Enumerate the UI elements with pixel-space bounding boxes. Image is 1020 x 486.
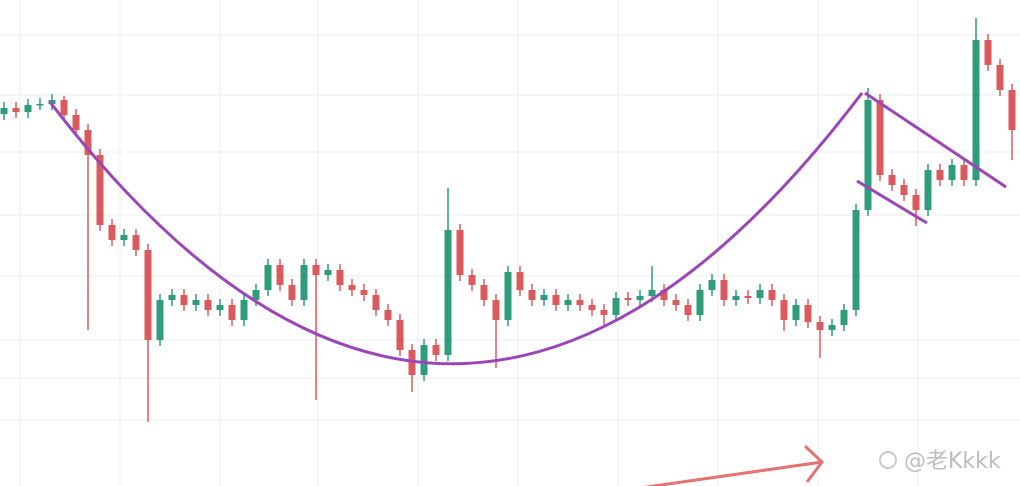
candle-body: [228, 305, 236, 320]
candle-body: [444, 230, 452, 355]
candle-body: [132, 235, 140, 250]
candle-body: [828, 325, 836, 330]
candle-body: [72, 115, 80, 130]
candle-body: [360, 290, 368, 295]
candle-body: [276, 265, 284, 285]
candle-body: [36, 104, 44, 106]
candle-body: [372, 295, 380, 310]
candle-body: [672, 300, 680, 305]
handle-line: [864, 91, 1007, 189]
candle-body: [984, 40, 992, 65]
candle-body: [804, 305, 812, 322]
candle-body: [744, 296, 752, 298]
candle-body: [624, 298, 632, 300]
arrow: [643, 444, 825, 486]
candle-body: [996, 65, 1004, 90]
candle-body: [528, 290, 536, 300]
candle-body: [168, 295, 176, 300]
candle-body: [204, 300, 212, 310]
arrow-shaft: [643, 460, 823, 486]
candle-body: [864, 100, 872, 210]
candle-body: [420, 345, 428, 375]
candle-body: [816, 322, 824, 330]
candle-body: [840, 310, 848, 325]
candle-body: [48, 100, 56, 104]
candle-body: [876, 100, 884, 175]
candle-body: [648, 290, 656, 296]
candle-body: [636, 296, 644, 300]
candle-body: [240, 300, 248, 320]
candle-body: [516, 272, 524, 290]
candle-body: [456, 230, 464, 275]
arrow-head: [803, 444, 825, 483]
candle-body: [576, 300, 584, 305]
candle-body: [108, 225, 116, 240]
candle-body: [684, 305, 692, 315]
watermark: @老Kkkk: [904, 449, 1001, 474]
candle-body: [492, 300, 500, 320]
candle-body: [60, 100, 68, 115]
candle-body: [24, 105, 32, 112]
candle-body: [852, 210, 860, 310]
candle-body: [732, 296, 740, 300]
candle-body: [324, 270, 332, 275]
candle-body: [348, 285, 356, 290]
candle-body: [288, 285, 296, 300]
candle-body: [552, 295, 560, 305]
candle-body: [972, 40, 980, 180]
candle-body: [948, 165, 956, 180]
candle-body: [504, 272, 512, 320]
candle-body: [216, 305, 224, 310]
candle-body: [756, 290, 764, 298]
candle-body: [924, 170, 932, 210]
candle-body: [612, 298, 620, 315]
candle-body: [192, 300, 200, 305]
candle-body: [768, 290, 776, 300]
candle-body: [720, 280, 728, 300]
candle-body: [252, 290, 260, 300]
candle-body: [936, 170, 944, 180]
candle-body: [432, 345, 440, 355]
candle-body: [588, 305, 596, 310]
candle-body: [312, 265, 320, 275]
candle-body: [708, 280, 716, 290]
candle-body: [468, 275, 476, 285]
candle-body: [600, 310, 608, 315]
candle-body: [156, 300, 164, 340]
candle-body: [696, 290, 704, 315]
candle-body: [300, 265, 308, 300]
watermark-icon: [879, 451, 897, 469]
candle-body: [564, 300, 572, 305]
candle-body: [180, 295, 188, 305]
candle-body: [792, 305, 800, 320]
candle-body: [912, 195, 920, 210]
candle-body: [96, 155, 104, 225]
candle-body: [960, 165, 968, 180]
candle-body: [12, 108, 20, 112]
candle-body: [540, 295, 548, 300]
candle-body: [660, 290, 668, 300]
handle-line: [856, 179, 928, 225]
candle-body: [84, 130, 92, 155]
candle-body: [888, 175, 896, 185]
candle-body: [480, 285, 488, 300]
candle-body: [1008, 90, 1016, 130]
candle-body: [0, 108, 8, 114]
candle-body: [120, 235, 128, 240]
candle-body: [384, 310, 392, 320]
cup-curve: [48, 92, 864, 366]
candle-body: [144, 250, 152, 340]
candle-body: [780, 300, 788, 320]
candle-body: [396, 320, 404, 350]
candle-body: [336, 270, 344, 285]
candles: [0, 18, 1016, 422]
candle-body: [900, 185, 908, 195]
candle-body: [264, 265, 272, 290]
